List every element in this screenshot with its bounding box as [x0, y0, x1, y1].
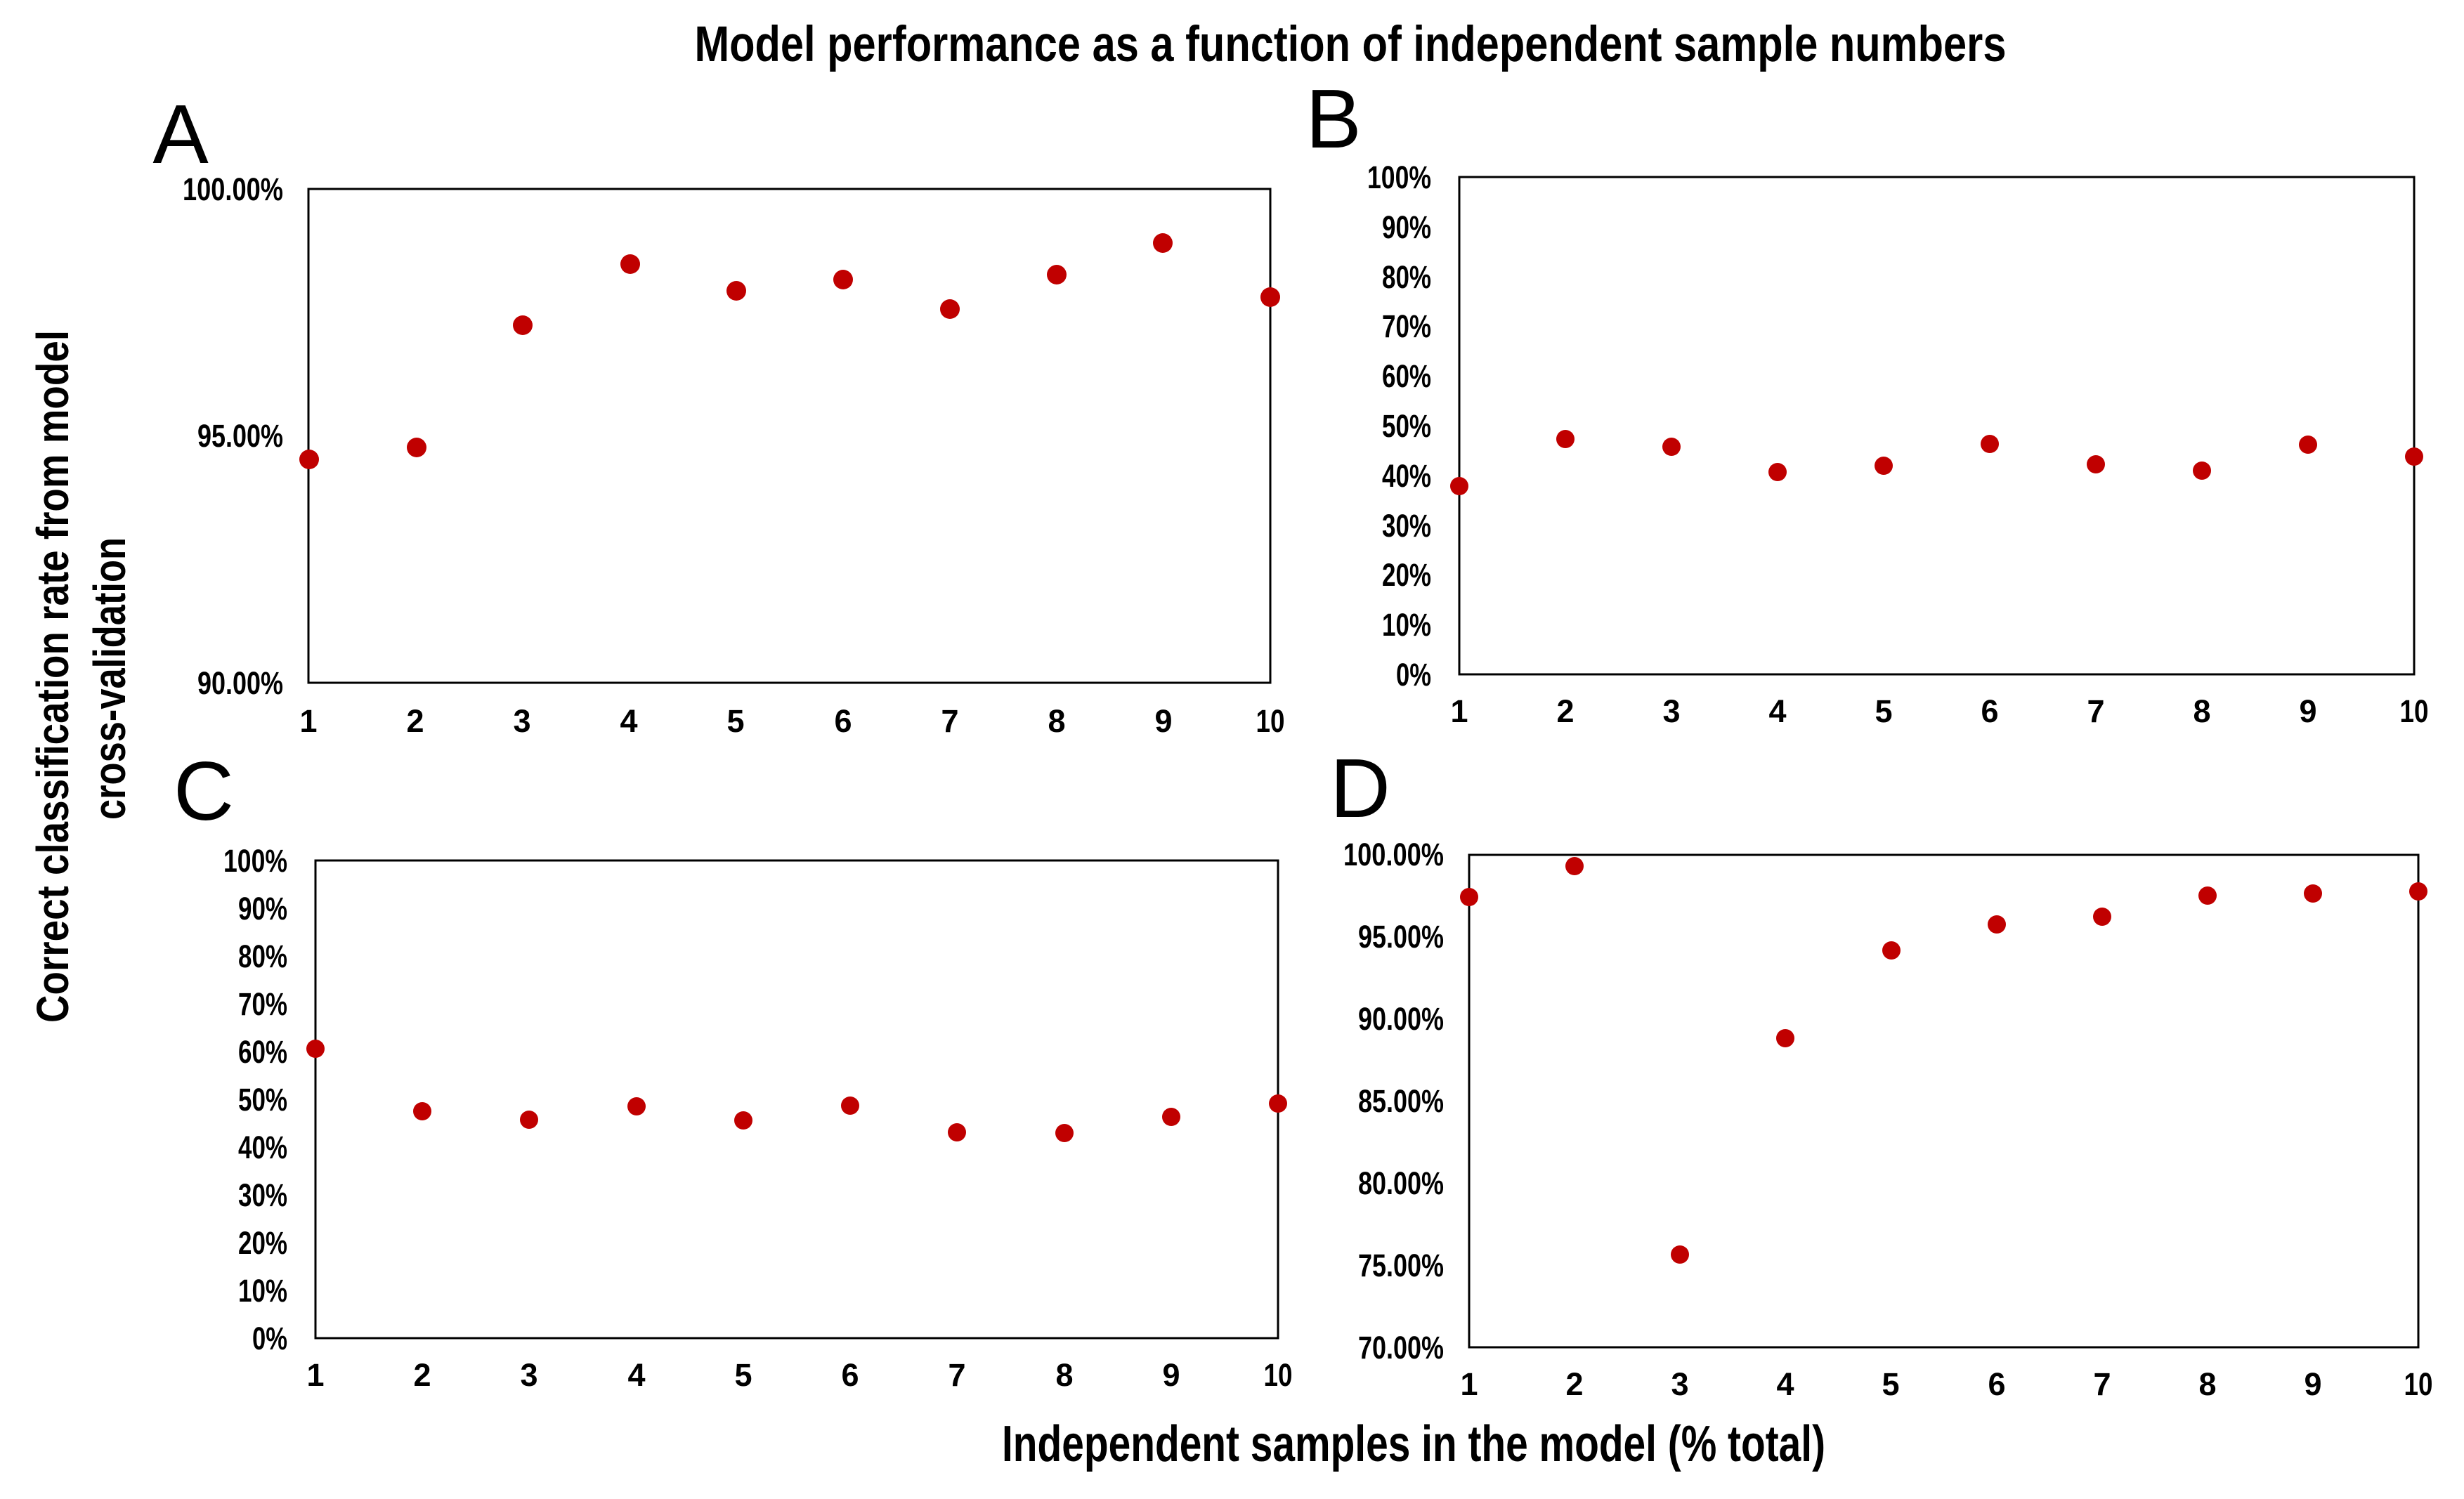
svg-text:cross-validation: cross-validation [84, 537, 135, 820]
svg-text:1: 1 [306, 1357, 324, 1393]
svg-text:6: 6 [1981, 693, 1998, 729]
svg-text:B: B [1305, 72, 1361, 166]
svg-text:6: 6 [1988, 1366, 2005, 1402]
svg-text:Correct classification rate fr: Correct classification rate from model [27, 330, 78, 1023]
svg-text:5: 5 [1875, 693, 1892, 729]
svg-text:10%: 10% [238, 1273, 287, 1309]
svg-text:9: 9 [2304, 1366, 2321, 1402]
svg-text:1: 1 [1460, 1366, 1478, 1402]
svg-text:9: 9 [2299, 693, 2316, 729]
svg-text:A: A [152, 88, 209, 181]
svg-text:4: 4 [1768, 693, 1786, 729]
svg-text:50%: 50% [238, 1082, 287, 1118]
svg-text:1: 1 [1450, 693, 1468, 729]
svg-text:70%: 70% [238, 986, 287, 1022]
svg-text:100.00%: 100.00% [1343, 837, 1444, 872]
svg-text:70%: 70% [1382, 308, 1431, 344]
svg-text:70.00%: 70.00% [1358, 1330, 1444, 1366]
svg-text:8: 8 [2193, 693, 2210, 729]
svg-text:9: 9 [1162, 1357, 1180, 1393]
svg-text:8: 8 [1048, 703, 1065, 739]
svg-text:7: 7 [2093, 1366, 2111, 1402]
svg-text:4: 4 [1776, 1366, 1794, 1402]
svg-text:100%: 100% [1367, 159, 1431, 195]
svg-text:10: 10 [1264, 1357, 1293, 1393]
svg-text:8: 8 [2198, 1366, 2216, 1402]
svg-text:80%: 80% [238, 938, 287, 974]
svg-text:3: 3 [513, 703, 530, 739]
svg-text:0%: 0% [1396, 657, 1431, 693]
svg-text:Independent samples in the mod: Independent samples in the model (% tota… [1002, 1416, 1825, 1472]
svg-text:7: 7 [948, 1357, 965, 1393]
svg-text:30%: 30% [1382, 508, 1431, 544]
svg-text:2: 2 [406, 703, 424, 739]
svg-text:20%: 20% [1382, 557, 1431, 593]
svg-text:4: 4 [620, 703, 637, 739]
svg-text:10: 10 [2400, 693, 2429, 729]
svg-text:5: 5 [726, 703, 744, 739]
svg-text:10: 10 [2404, 1366, 2433, 1402]
svg-text:85.00%: 85.00% [1358, 1083, 1444, 1119]
svg-text:60%: 60% [1382, 358, 1431, 394]
svg-text:3: 3 [1662, 693, 1680, 729]
svg-text:5: 5 [734, 1357, 752, 1393]
svg-text:2: 2 [1565, 1366, 1583, 1402]
svg-text:40%: 40% [238, 1130, 287, 1165]
svg-text:90.00%: 90.00% [197, 665, 283, 701]
svg-text:50%: 50% [1382, 408, 1431, 444]
svg-text:95.00%: 95.00% [197, 418, 283, 454]
svg-text:3: 3 [520, 1357, 537, 1393]
svg-text:6: 6 [834, 703, 852, 739]
svg-text:8: 8 [1055, 1357, 1073, 1393]
svg-text:90%: 90% [1382, 209, 1431, 245]
svg-text:80%: 80% [1382, 259, 1431, 295]
svg-text:1: 1 [299, 703, 317, 739]
svg-text:10%: 10% [1382, 607, 1431, 643]
svg-text:75.00%: 75.00% [1358, 1248, 1444, 1283]
svg-text:5: 5 [1882, 1366, 1899, 1402]
svg-text:9: 9 [1154, 703, 1172, 739]
svg-text:C: C [174, 745, 234, 838]
svg-text:40%: 40% [1382, 458, 1431, 494]
svg-text:80.00%: 80.00% [1358, 1165, 1444, 1201]
svg-text:7: 7 [2087, 693, 2104, 729]
svg-text:30%: 30% [238, 1177, 287, 1213]
svg-text:6: 6 [841, 1357, 859, 1393]
svg-text:60%: 60% [238, 1034, 287, 1070]
svg-text:90%: 90% [238, 891, 287, 927]
svg-text:100%: 100% [223, 843, 287, 879]
svg-text:90.00%: 90.00% [1358, 1001, 1444, 1037]
svg-text:4: 4 [627, 1357, 645, 1393]
svg-text:10: 10 [1256, 703, 1285, 739]
svg-text:95.00%: 95.00% [1358, 919, 1444, 955]
svg-text:20%: 20% [238, 1225, 287, 1261]
svg-text:2: 2 [1556, 693, 1574, 729]
svg-text:0%: 0% [252, 1321, 287, 1356]
svg-text:7: 7 [941, 703, 958, 739]
svg-text:2: 2 [413, 1357, 431, 1393]
svg-text:3: 3 [1671, 1366, 1688, 1402]
svg-text:D: D [1330, 742, 1390, 835]
svg-text:Model performance as a functio: Model performance as a function of indep… [695, 17, 2007, 72]
svg-text:100.00%: 100.00% [183, 171, 283, 207]
